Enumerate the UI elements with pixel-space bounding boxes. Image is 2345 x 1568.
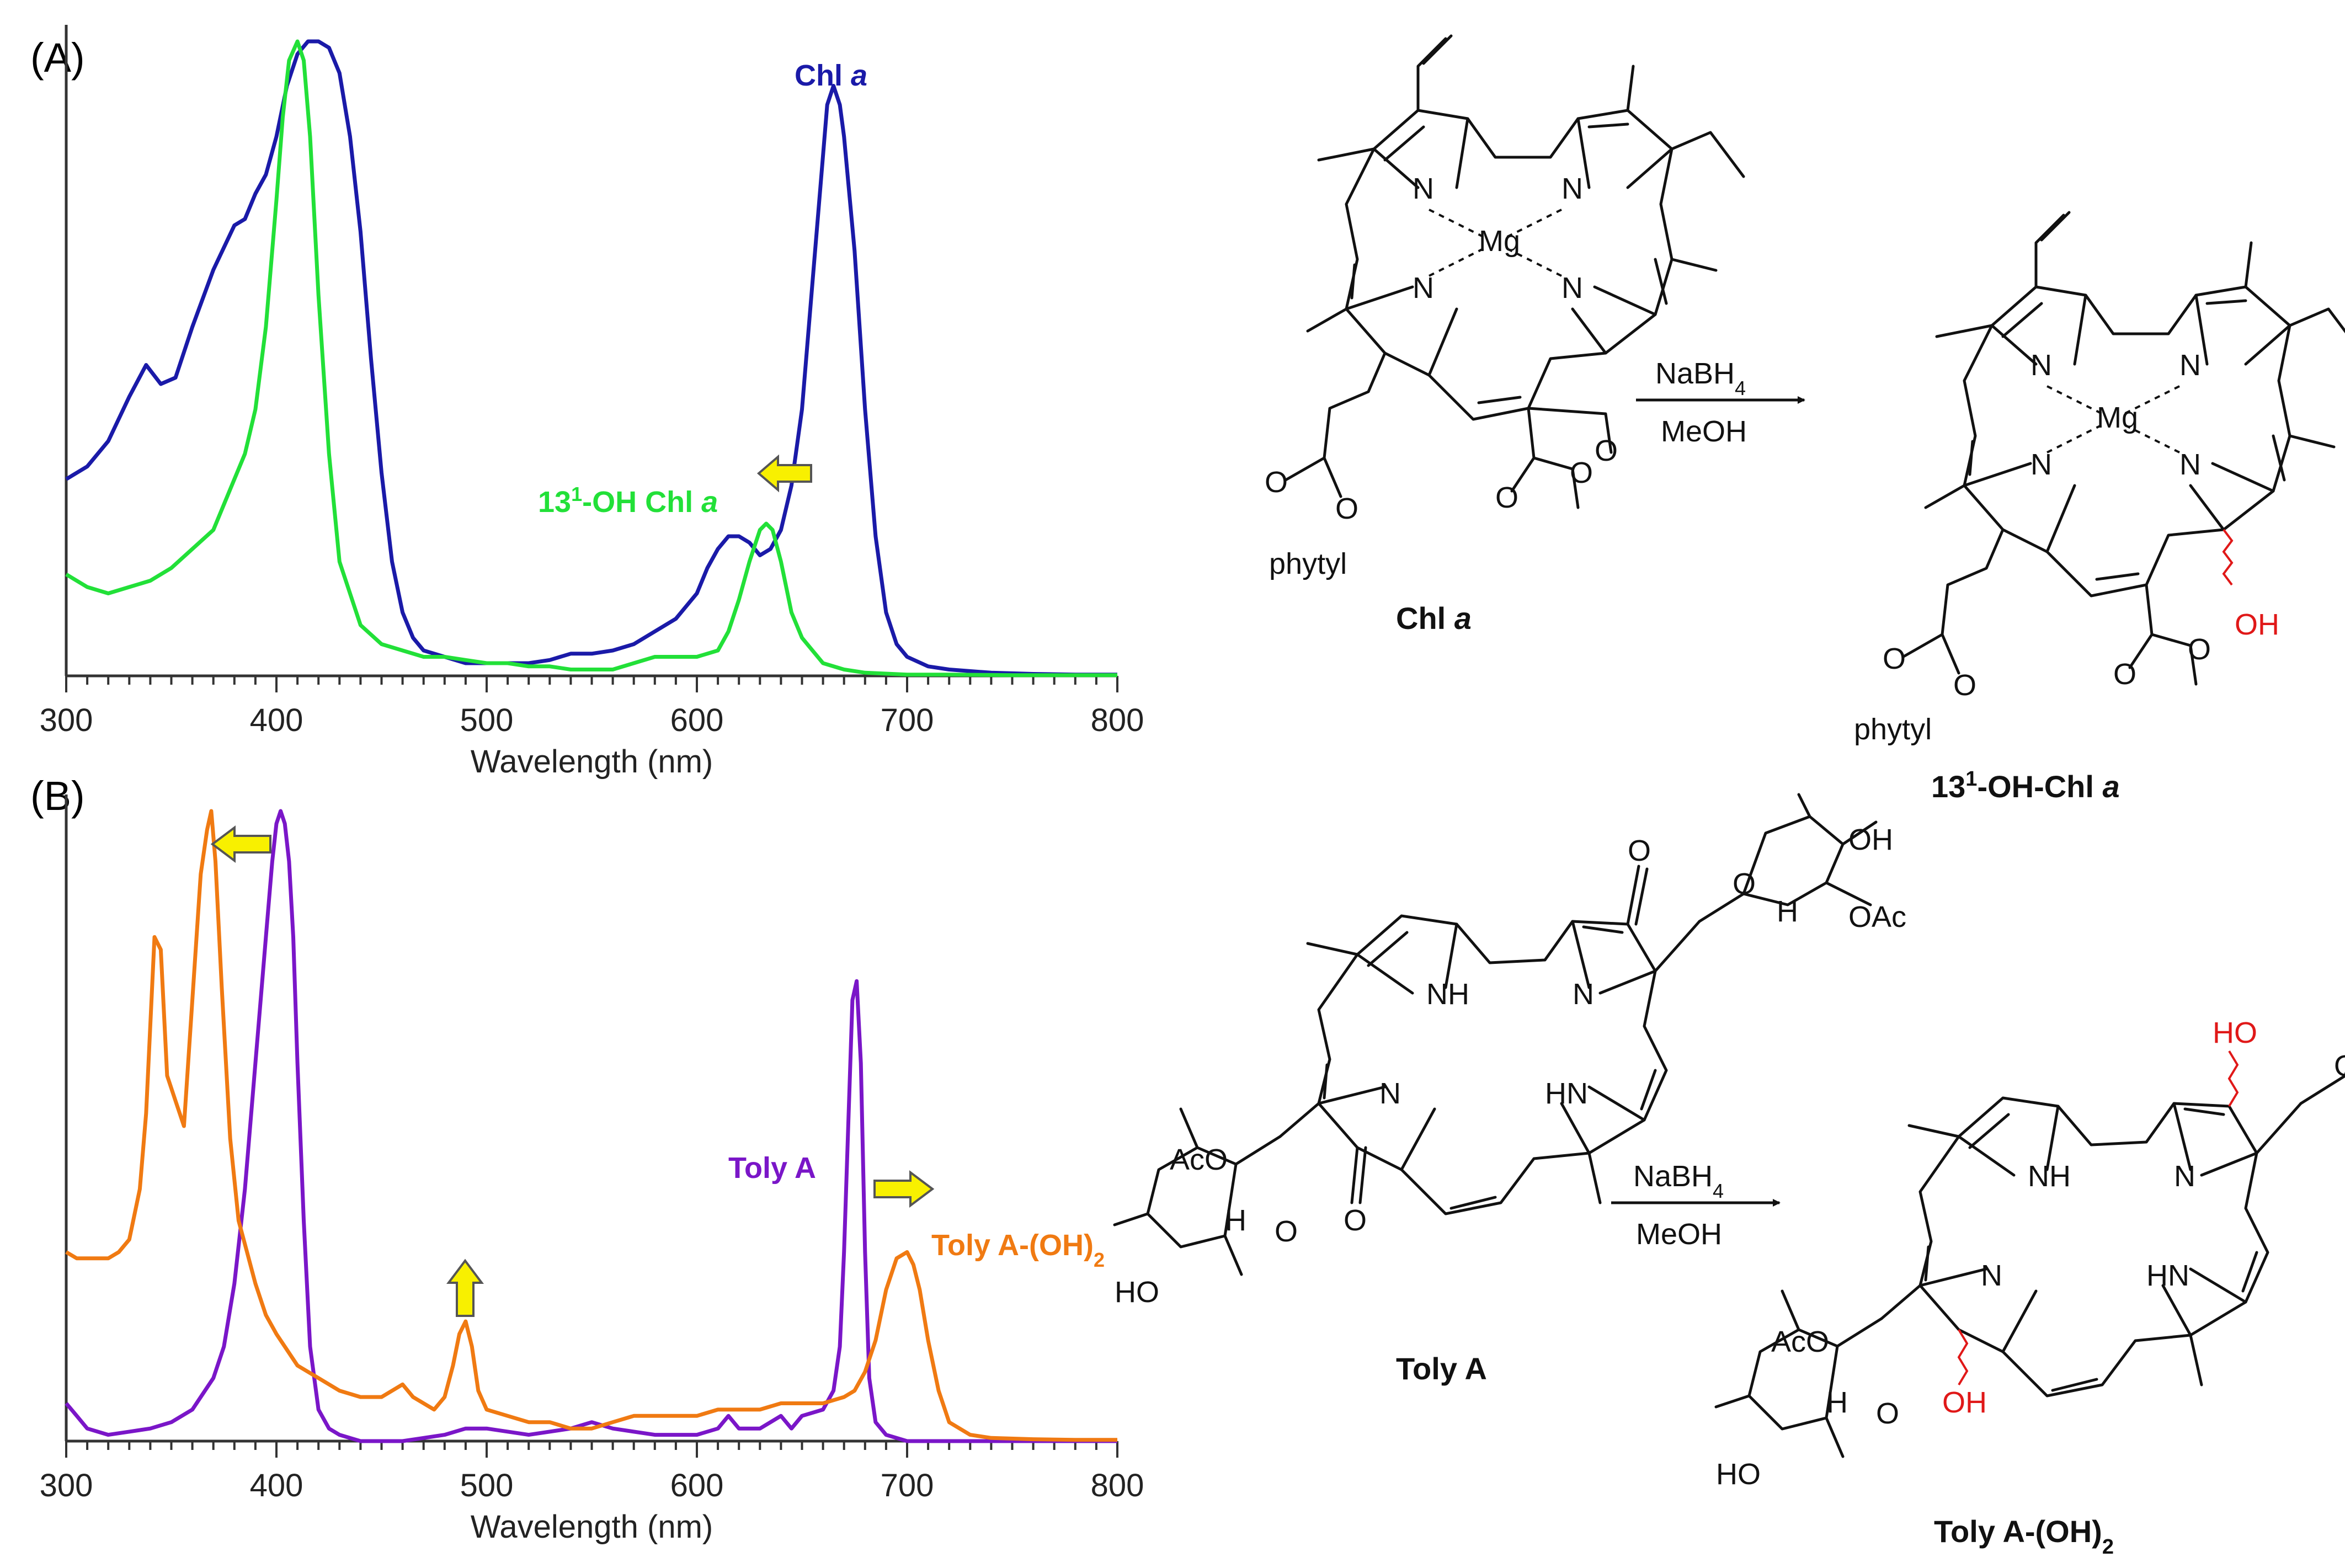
chl-a-atom-o2: O — [1335, 492, 1358, 525]
chl-a-atom-o1: O — [1265, 466, 1288, 499]
toly-a-oh2-atom-hn: HN — [2146, 1259, 2189, 1292]
scheme-b-reagent-top: NaBH4 — [1633, 1160, 1724, 1202]
chart-a-series-line-1 — [65, 39, 1117, 678]
chl-a-atom-o4: O — [1570, 456, 1593, 489]
scheme-b-reactant-name: Toly A — [1396, 1351, 1487, 1386]
oh-chl-a-atom-o1: O — [1883, 642, 1906, 675]
chart-b-series-label-toly-a: Toly A — [728, 1151, 816, 1185]
toly-a-oh2-atom-ho: HO — [1716, 1458, 1761, 1491]
panel-b-label: (B) — [30, 773, 85, 819]
chart-a: 300 400 500 600 700 800 Wavelength (nm) — [40, 25, 1144, 780]
oh-chl-a-atom-n1: N — [2030, 349, 2052, 382]
toly-a-oh2-atom-o-sugar2: O — [1876, 1397, 1899, 1430]
panel-a-label: (A) — [30, 35, 85, 81]
toly-a-oh2-atom-o-sugar1: O — [2334, 1049, 2345, 1082]
chart-b-x-tick-label-800: 800 — [1091, 1468, 1144, 1503]
chart-b-shift-arrow-right — [873, 1170, 935, 1208]
oh-chl-a-atom-n3: N — [2030, 448, 2052, 481]
chart-a-x-tick-label-700: 700 — [881, 702, 934, 738]
chart-a-x-tick-label-400: 400 — [250, 702, 303, 738]
chart-b-series-line-1 — [65, 809, 1117, 1442]
scheme-a-reagent-bottom: MeOH — [1661, 415, 1747, 448]
oh-chl-a-atom-o2: O — [1953, 669, 1976, 702]
scheme-a-reactant-chl-a: N N N N Mg O O O O O phytyl — [1265, 34, 1745, 580]
toly-a-atom-oac: OAc — [1848, 900, 1906, 934]
toly-a-atom-ho: HO — [1115, 1276, 1159, 1309]
toly-a-atom-o-top: O — [1628, 834, 1651, 867]
toly-a-atom-h2: H — [1225, 1204, 1246, 1237]
toly-a-oh2-atom-n1: N — [2174, 1160, 2195, 1193]
toly-a-atom-o-sugar1: O — [1733, 867, 1756, 900]
chart-b-x-tick-label-400: 400 — [250, 1468, 303, 1503]
chl-a-atom-n3: N — [1413, 271, 1434, 305]
chart-b-shift-arrow-left — [210, 825, 271, 863]
scheme-b-product-name: Toly A-(OH)2 — [1934, 1514, 2114, 1559]
chart-b-x-tick-label-600: 600 — [670, 1468, 724, 1503]
chl-a-atom-o3: O — [1495, 481, 1518, 514]
toly-a-atom-aco: AcO — [1170, 1143, 1228, 1176]
oh-chl-a-atom-n4: N — [2179, 448, 2201, 481]
toly-a-atom-nh: NH — [1426, 978, 1469, 1011]
chart-a-series-label-chl-a: Chl a — [795, 59, 867, 92]
chl-a-atom-n1: N — [1413, 172, 1434, 205]
oh-chl-a-atom-phytyl: phytyl — [1854, 713, 1932, 746]
chl-a-atom-n2: N — [1561, 172, 1583, 205]
chl-a-atom-n4: N — [1561, 271, 1583, 305]
chart-a-shift-arrow — [756, 454, 812, 493]
toly-a-atom-n2: N — [1379, 1077, 1401, 1110]
chart-b-x-tick-label-500: 500 — [460, 1468, 514, 1503]
chart-a-x-tick-label-300: 300 — [40, 702, 93, 738]
toly-a-oh2-atom-aco: AcO — [1771, 1325, 1829, 1358]
chart-b-series-label-toly-a-oh2: Toly A-(OH)2 — [931, 1229, 1105, 1271]
chart-a-x-axis-label: Wavelength (nm) — [471, 744, 713, 780]
toly-a-atom-n1: N — [1573, 978, 1594, 1011]
chart-b-x-axis-label: Wavelength (nm) — [471, 1509, 713, 1545]
oh-chl-a-atom-n2: N — [2179, 349, 2201, 382]
chart-a-x-tick-label-500: 500 — [460, 702, 514, 738]
toly-a-oh2-atom-h2: H — [1826, 1386, 1848, 1419]
scheme-b-reagent-bottom: MeOH — [1636, 1218, 1722, 1251]
chl-a-atom-phytyl: phytyl — [1269, 547, 1347, 580]
oh-chl-a-atom-mg: Mg — [2097, 401, 2138, 434]
oh-chl-a-atom-oh: OH — [2235, 608, 2279, 641]
toly-a-oh2-atom-ho-red: HO — [2213, 1016, 2257, 1049]
scheme-b-reactant-toly-a: NH N N HN O O O H OH OAc AcO H O HO — [1113, 793, 1906, 1309]
chart-b-series-line-0 — [65, 809, 1117, 1443]
toly-a-atom-oh: OH — [1848, 823, 1893, 856]
toly-a-atom-hn: HN — [1545, 1077, 1588, 1110]
toly-a-atom-o-sugar2: O — [1275, 1215, 1298, 1248]
scheme-a-product-oh-chl-a: N N N N Mg O O O O OH phytyl — [1854, 211, 2345, 746]
chart-a-series-line-0 — [65, 39, 1117, 677]
scheme-a-product-name: 131-OH-Chl a — [1931, 767, 2120, 804]
toly-a-atom-h1: H — [1777, 895, 1798, 928]
scheme-a-reagent-top: NaBH4 — [1655, 357, 1746, 399]
chart-a-x-tick-label-800: 800 — [1091, 702, 1144, 738]
toly-a-oh2-atom-oh-red: OH — [1942, 1386, 1987, 1419]
toly-a-oh2-atom-nh: NH — [2028, 1160, 2071, 1193]
chart-b-x-tick-label-700: 700 — [881, 1468, 934, 1503]
chl-a-atom-mg: Mg — [1479, 225, 1520, 258]
toly-a-oh2-atom-n2: N — [1981, 1259, 2002, 1292]
chart-a-series-label-oh-chl-a: 131-OH Chl a — [538, 483, 718, 519]
chart-b-x-tick-label-300: 300 — [40, 1468, 93, 1503]
chl-a-atom-o-keto: O — [1595, 434, 1618, 467]
chart-b-shift-arrow-up — [446, 1258, 484, 1317]
scheme-a-reactant-name: Chl a — [1396, 601, 1472, 636]
toly-a-atom-o-bottom: O — [1344, 1204, 1367, 1237]
oh-chl-a-atom-o4: O — [2188, 633, 2211, 666]
chart-b: 300 400 500 600 700 800 Wavelength (nm) — [40, 794, 1144, 1545]
scheme-b-product-toly-a-oh2: NH N N HN HO OH O H OH OAc AcO H O HO — [1714, 1016, 2345, 1491]
oh-chl-a-atom-o3: O — [2113, 658, 2136, 691]
chart-a-x-tick-label-600: 600 — [670, 702, 724, 738]
